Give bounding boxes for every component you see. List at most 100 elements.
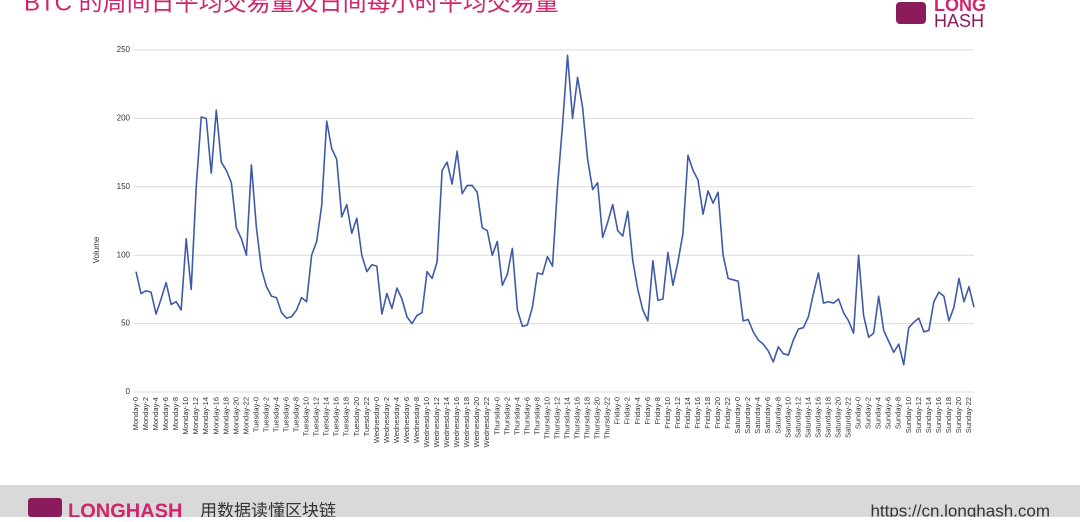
y-tick-label: 150 (117, 182, 131, 191)
x-tick-label: Saturday-12 (793, 397, 802, 438)
footer-logo-icon (28, 498, 62, 517)
x-tick-label: Monday-2 (141, 397, 150, 430)
x-tick-label: Thursday-14 (563, 397, 572, 439)
x-tick-label: Wednesday-20 (472, 397, 481, 447)
x-tick-label: Friday-8 (653, 397, 662, 425)
x-tick-label: Wednesday-14 (442, 397, 451, 447)
x-tick-label: Wednesday-4 (392, 397, 401, 443)
x-tick-label: Thursday-22 (603, 397, 612, 439)
x-tick-label: Thursday-20 (593, 397, 602, 439)
x-tick-label: Sunday-16 (934, 397, 943, 433)
x-tick-label: Saturday-6 (763, 397, 772, 434)
x-tick-label: Tuesday-2 (261, 397, 270, 432)
y-tick-label: 250 (117, 45, 131, 54)
x-tick-label: Wednesday-0 (372, 397, 381, 443)
x-tick-label: Tuesday-22 (362, 397, 371, 436)
x-tick-label: Saturday-0 (733, 397, 742, 434)
x-tick-label: Monday-4 (151, 397, 160, 430)
logo-bottom: HASH (934, 11, 984, 31)
y-tick-label: 50 (121, 319, 130, 328)
x-tick-label: Sunday-22 (964, 397, 973, 433)
x-tick-label: Friday-4 (633, 397, 642, 425)
data-line (135, 54, 975, 366)
x-tick-label: Monday-0 (131, 397, 140, 430)
x-tick-label: Thursday-18 (583, 397, 592, 439)
footer-url: https://cn.longhash.com (870, 501, 1050, 517)
x-tick-label: Thursday-12 (552, 397, 561, 439)
x-tick-label: Thursday-10 (542, 397, 551, 439)
x-tick-label: Sunday-14 (924, 397, 933, 433)
x-tick-label: Friday-16 (693, 397, 702, 429)
x-tick-label: Friday-18 (703, 397, 712, 429)
x-tick-label: Wednesday-16 (452, 397, 461, 447)
x-tick-label: Thursday-16 (573, 397, 582, 439)
x-tick-label: Friday-14 (683, 397, 692, 429)
x-tick-label: Tuesday-14 (322, 397, 331, 436)
x-tick-label: Monday-6 (161, 397, 170, 430)
x-tick-label: Thursday-4 (512, 397, 521, 435)
x-tick-label: Sunday-18 (944, 397, 953, 433)
x-tick-label: Thursday-8 (532, 397, 541, 435)
x-tick-label: Saturday-22 (844, 397, 853, 438)
x-tick-label: Saturday-10 (783, 397, 792, 438)
x-tick-label: Tuesday-18 (342, 397, 351, 436)
x-tick-label: Monday-12 (191, 397, 200, 435)
x-tick-label: Sunday-12 (914, 397, 923, 433)
footer-band (0, 485, 1080, 517)
x-tick-label: Tuesday-10 (302, 397, 311, 436)
footer-slogan: 用数据读懂区块链 (200, 501, 336, 517)
x-tick-label: Wednesday-18 (462, 397, 471, 447)
y-axis-label: Volume (92, 236, 101, 263)
x-tick-label: Wednesday-22 (482, 397, 491, 447)
x-tick-label: Sunday-0 (854, 397, 863, 429)
x-tick-label: Monday-8 (171, 397, 180, 430)
x-tick-label: Sunday-10 (904, 397, 913, 433)
x-tick-label: Tuesday-8 (292, 397, 301, 432)
x-tick-label: Friday-6 (643, 397, 652, 425)
x-tick-label: Monday-14 (201, 397, 210, 435)
chart-title: BTC 的周间日平均交易量及日间每小时平均交易量 (24, 0, 559, 16)
x-tick-label: Monday-10 (181, 397, 190, 435)
y-tick-label: 0 (126, 387, 131, 396)
x-tick-label: Sunday-20 (954, 397, 963, 433)
x-tick-label: Tuesday-0 (251, 397, 260, 432)
x-tick-label: Wednesday-2 (382, 397, 391, 443)
x-tick-label: Thursday-2 (502, 397, 511, 435)
x-tick-label: Tuesday-4 (271, 397, 280, 432)
y-tick-label: 200 (117, 114, 131, 123)
x-tick-label: Saturday-18 (823, 397, 832, 438)
x-tick-label: Wednesday-6 (402, 397, 411, 443)
x-tick-label: Friday-12 (673, 397, 682, 429)
x-tick-label: Sunday-6 (884, 397, 893, 429)
x-tick-label: Sunday-2 (864, 397, 873, 429)
x-tick-label: Friday-10 (663, 397, 672, 429)
x-tick-label: Monday-16 (211, 397, 220, 435)
x-tick-label: Friday-0 (613, 397, 622, 425)
x-tick-label: Thursday-0 (492, 397, 501, 435)
x-tick-label: Tuesday-16 (332, 397, 341, 436)
x-tick-label: Monday-18 (221, 397, 230, 435)
x-tick-label: Tuesday-20 (352, 397, 361, 436)
x-tick-label: Monday-20 (231, 397, 240, 435)
logo-top: LONG (934, 0, 986, 15)
x-tick-label: Friday-2 (623, 397, 632, 425)
x-tick-label: Wednesday-12 (432, 397, 441, 447)
x-tick-label: Wednesday-10 (422, 397, 431, 447)
x-tick-label: Wednesday-8 (412, 397, 421, 443)
logo-icon (896, 2, 926, 24)
x-tick-label: Tuesday-12 (312, 397, 321, 436)
y-tick-label: 100 (117, 250, 131, 259)
x-tick-label: Friday-20 (713, 397, 722, 429)
x-tick-label: Friday-22 (723, 397, 732, 429)
x-tick-label: Saturday-8 (773, 397, 782, 434)
x-tick-label: Saturday-4 (753, 397, 762, 434)
x-tick-label: Saturday-14 (803, 397, 812, 438)
x-tick-label: Monday-22 (241, 397, 250, 435)
x-tick-label: Tuesday-6 (282, 397, 291, 432)
x-tick-label: Saturday-16 (813, 397, 822, 438)
x-tick-label: Saturday-2 (743, 397, 752, 434)
x-tick-label: Sunday-8 (894, 397, 903, 429)
x-tick-label: Sunday-4 (874, 397, 883, 429)
